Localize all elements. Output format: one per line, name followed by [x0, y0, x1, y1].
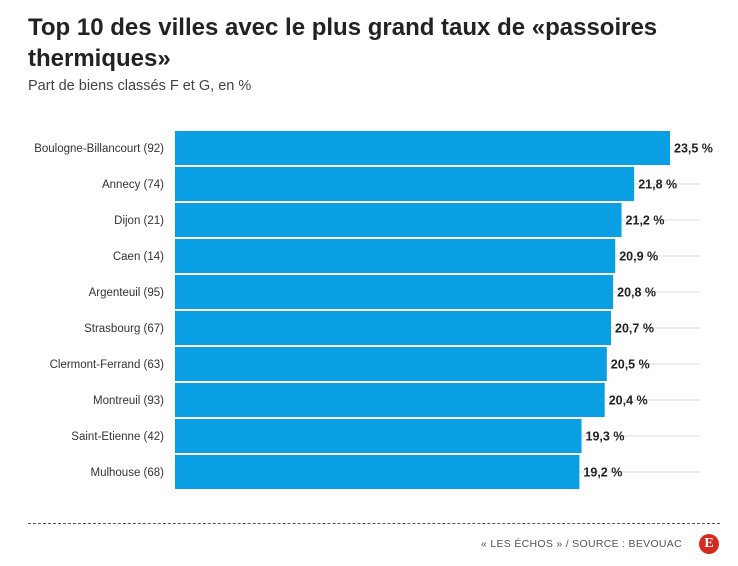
category-label: Strasbourg (67) [84, 323, 164, 335]
bar [175, 383, 605, 417]
category-label: Boulogne-Billancourt (92) [34, 143, 164, 155]
category-label: Montreuil (93) [93, 395, 164, 407]
category-label: Annecy (74) [102, 179, 164, 191]
les-echos-logo: E [699, 534, 719, 554]
chart-subtitle: Part de biens classés F et G, en % [28, 78, 252, 94]
bar [175, 167, 635, 201]
bar [175, 131, 670, 165]
value-label: 19,2 % [583, 466, 622, 480]
category-label: Saint-Etienne (42) [71, 431, 164, 443]
category-label: Argenteuil (95) [89, 287, 165, 299]
value-label: 20,8 % [617, 286, 656, 300]
footer-divider [28, 523, 720, 524]
value-label: 21,2 % [626, 214, 665, 228]
category-label: Clermont-Ferrand (63) [50, 359, 165, 371]
value-label: 19,3 % [586, 430, 625, 444]
source-credit: « LES ÉCHOS » / SOURCE : BEVOUAC [481, 538, 682, 550]
bar [175, 455, 580, 489]
value-label: 20,9 % [619, 250, 658, 264]
bar [175, 311, 612, 345]
category-label: Mulhouse (68) [90, 467, 164, 479]
value-label: 20,5 % [611, 358, 650, 372]
bar [175, 275, 614, 309]
value-label: 20,7 % [615, 322, 654, 336]
bar [175, 203, 622, 237]
chart-title: Top 10 des villes avec le plus grand tau… [28, 14, 658, 72]
bar [175, 239, 616, 273]
value-label: 21,8 % [638, 178, 677, 192]
value-label: 23,5 % [674, 142, 713, 156]
bar [175, 347, 607, 381]
value-label: 20,4 % [609, 394, 648, 408]
category-label: Caen (14) [113, 251, 164, 263]
category-label: Dijon (21) [114, 215, 164, 227]
bar [175, 419, 582, 453]
